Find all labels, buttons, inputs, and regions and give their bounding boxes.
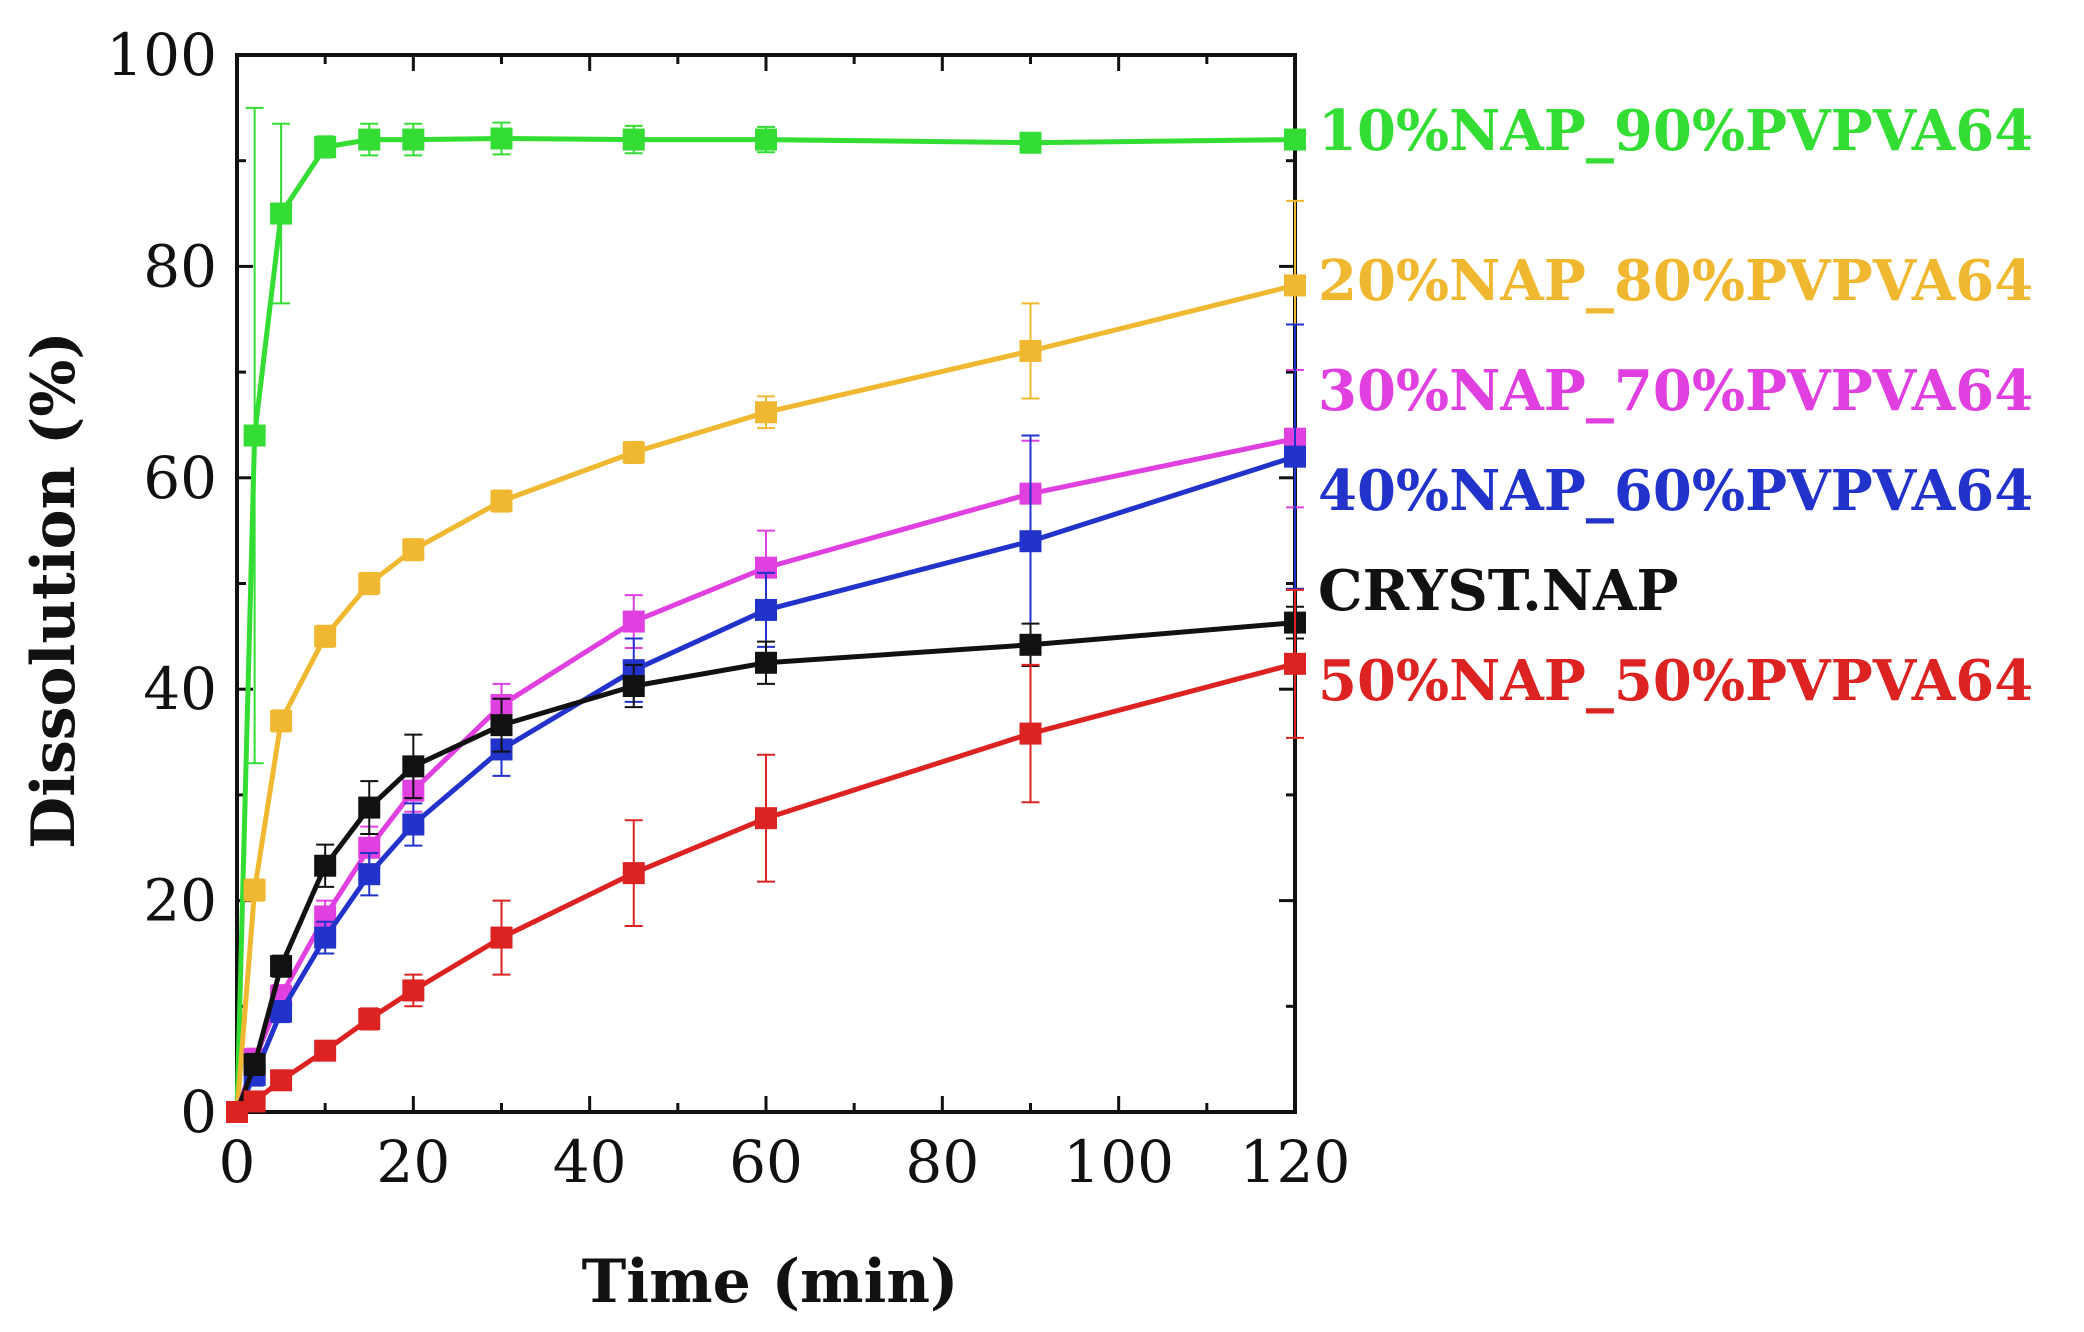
data-point bbox=[622, 862, 645, 885]
data-point bbox=[243, 1090, 266, 1113]
y-tick-label: 20 bbox=[143, 867, 217, 935]
data-point bbox=[243, 1053, 266, 1076]
series-1 bbox=[226, 199, 1306, 1123]
data-point bbox=[1284, 128, 1306, 151]
legend-label-2: 30%NAP_70%PVPVA64 bbox=[1318, 358, 2033, 424]
data-point bbox=[490, 490, 513, 513]
data-point bbox=[270, 1069, 293, 1092]
x-tick-label: 20 bbox=[376, 1128, 450, 1196]
data-point bbox=[755, 651, 777, 674]
data-point bbox=[1019, 339, 1042, 362]
series-5 bbox=[226, 588, 1306, 1123]
data-point bbox=[755, 598, 777, 621]
y-tick-label: 0 bbox=[180, 1078, 217, 1146]
x-tick-label: 0 bbox=[219, 1128, 256, 1196]
data-point bbox=[358, 572, 381, 595]
legend-label-1: 20%NAP_80%PVPVA64 bbox=[1318, 248, 2033, 314]
data-point bbox=[270, 1000, 293, 1023]
y-axis-title: Dissolution (%) bbox=[19, 331, 89, 849]
data-point bbox=[314, 854, 337, 877]
data-point bbox=[358, 863, 381, 886]
data-point bbox=[270, 709, 293, 732]
data-point bbox=[1019, 722, 1042, 745]
legend-label-3: 40%NAP_60%PVPVA64 bbox=[1318, 458, 2033, 524]
data-point bbox=[358, 1007, 381, 1030]
x-tick-label: 100 bbox=[1063, 1128, 1174, 1196]
y-tick-label: 40 bbox=[143, 655, 217, 723]
data-point bbox=[1019, 131, 1042, 154]
data-point bbox=[402, 813, 425, 836]
data-point bbox=[402, 128, 425, 151]
data-point bbox=[1284, 652, 1306, 675]
data-point bbox=[314, 1039, 337, 1062]
data-point bbox=[226, 1101, 248, 1123]
x-tick-label: 80 bbox=[905, 1128, 979, 1196]
data-point bbox=[490, 926, 513, 949]
axis-ticks bbox=[235, 53, 1297, 1114]
x-tick-label: 60 bbox=[729, 1128, 803, 1196]
data-point bbox=[622, 610, 645, 633]
data-point bbox=[270, 202, 293, 225]
data-point bbox=[1284, 274, 1306, 297]
legend-label-5: 50%NAP_50%PVPVA64 bbox=[1318, 648, 2033, 714]
data-point bbox=[1284, 445, 1306, 468]
data-point bbox=[243, 879, 266, 902]
series-line bbox=[235, 661, 1296, 1115]
y-tick-label: 60 bbox=[143, 444, 217, 512]
data-point bbox=[270, 955, 293, 978]
data-point bbox=[490, 714, 513, 737]
data-point bbox=[490, 127, 513, 150]
data-point bbox=[402, 538, 425, 561]
data-point bbox=[358, 796, 381, 819]
data-point bbox=[314, 135, 337, 158]
y-tick-label: 80 bbox=[143, 232, 217, 300]
data-point bbox=[622, 675, 645, 698]
series-2 bbox=[226, 368, 1306, 1123]
series-0 bbox=[226, 106, 1306, 1123]
x-tick-label: 120 bbox=[1240, 1128, 1351, 1196]
data-point bbox=[358, 128, 381, 151]
data-point bbox=[1019, 633, 1042, 656]
x-tick-label: 40 bbox=[553, 1128, 627, 1196]
data-point bbox=[402, 755, 425, 778]
data-point bbox=[1019, 530, 1042, 553]
data-point bbox=[314, 625, 337, 648]
legend: 10%NAP_90%PVPVA64 20%NAP_80%PVPVA64 30%NAP… bbox=[1318, 98, 2033, 714]
data-point bbox=[755, 401, 777, 424]
y-tick-label: 100 bbox=[106, 21, 217, 89]
data-point bbox=[243, 424, 266, 447]
data-point bbox=[314, 926, 337, 949]
series-layer bbox=[226, 106, 1306, 1123]
series-4 bbox=[226, 605, 1306, 1123]
legend-label-4: CRYST.NAP bbox=[1318, 558, 1679, 624]
data-point bbox=[402, 979, 425, 1002]
data-point bbox=[622, 441, 645, 464]
x-axis-title: Time (min) bbox=[582, 1247, 959, 1317]
data-point bbox=[755, 807, 777, 830]
legend-label-0: 10%NAP_90%PVPVA64 bbox=[1318, 98, 2033, 164]
data-point bbox=[622, 128, 645, 151]
series-3 bbox=[226, 323, 1306, 1123]
tick-labels: 0 20 40 60 80 100 120 0 20 40 60 80 100 bbox=[106, 21, 1350, 1196]
data-point bbox=[755, 128, 777, 151]
